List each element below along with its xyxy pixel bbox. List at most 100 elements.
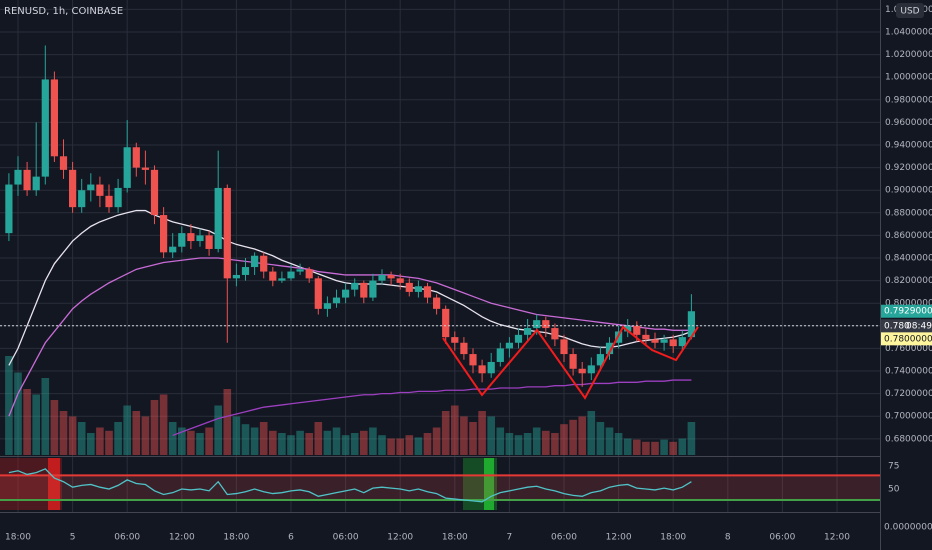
candle-body <box>141 167 149 170</box>
candle-body <box>460 342 468 355</box>
volume-bar <box>132 411 141 455</box>
volume-bar <box>14 372 22 455</box>
volume-bar <box>423 433 432 455</box>
volume-bar <box>314 422 323 455</box>
volume-bar <box>205 427 213 455</box>
volume-bar <box>451 405 459 455</box>
volume-bar <box>514 435 523 455</box>
candle-body <box>114 187 122 208</box>
volume-bar <box>250 427 259 455</box>
candle-body <box>369 280 377 298</box>
volume-bar <box>50 400 59 455</box>
volume-bar <box>487 416 495 455</box>
currency-button[interactable] <box>896 3 924 18</box>
moving-average <box>8 257 692 417</box>
candle-body <box>533 320 541 329</box>
x-tick-label: 06:00 <box>769 533 795 543</box>
x-tick-label: 18:00 <box>5 533 31 543</box>
candle-body <box>32 176 40 191</box>
volume-bar <box>623 438 632 455</box>
candle-body <box>524 328 532 335</box>
volume-bar <box>396 438 404 455</box>
candle-body <box>605 342 614 355</box>
volume-bar <box>478 411 486 455</box>
volume-bar <box>68 416 77 455</box>
x-tick-label: 06:00 <box>551 533 577 543</box>
candle-body <box>560 339 568 355</box>
candle-body <box>396 278 404 283</box>
candle-body <box>132 147 140 168</box>
candle-body <box>378 274 386 281</box>
x-tick-label: 8 <box>725 533 731 543</box>
candle-body <box>314 278 322 309</box>
candle-body <box>514 334 523 343</box>
candle-body <box>642 334 650 340</box>
volume-bar <box>214 405 222 455</box>
moving-average <box>172 379 692 437</box>
volume-bar <box>123 405 131 455</box>
candle-body <box>660 339 668 343</box>
x-tick-label: 12:00 <box>387 533 413 543</box>
volume-bar <box>96 427 104 455</box>
candle-body <box>332 297 341 304</box>
candle-body <box>651 339 659 343</box>
volume-bar <box>687 422 696 455</box>
volume-bar <box>614 433 623 455</box>
currency-button-label[interactable]: USD <box>900 7 919 17</box>
candle-body <box>596 354 604 366</box>
rsi <box>0 468 880 503</box>
volume-bar <box>296 430 304 455</box>
candle-body <box>78 190 86 208</box>
candle-body <box>633 325 641 335</box>
candle-body <box>569 354 577 369</box>
candle-body <box>69 169 77 208</box>
volume-bar <box>87 433 95 455</box>
candle-body <box>87 184 95 191</box>
candle-body <box>542 320 550 329</box>
volume-bar <box>187 430 195 455</box>
volume-bar <box>150 400 159 455</box>
candle-body <box>59 156 68 170</box>
volume-bar <box>378 435 386 455</box>
candle-body <box>551 328 559 340</box>
candle-body <box>123 147 131 188</box>
volume-bar <box>41 378 50 455</box>
candle-body <box>178 233 186 247</box>
candle-body <box>305 269 313 279</box>
line-price-box <box>881 332 932 346</box>
x-tick-label: 6 <box>288 533 294 543</box>
moving-average <box>8 209 692 366</box>
y-tick-label: 0.98000000 <box>885 95 932 105</box>
volume-bar <box>350 433 359 455</box>
volume-bar <box>469 422 477 455</box>
rsi-tick-label: 50 <box>888 485 900 495</box>
volume-bar <box>223 389 232 455</box>
rsi-overbought-highlight <box>48 458 60 510</box>
volume-bar <box>196 433 204 455</box>
countdown-timer: 08:49 <box>906 321 932 331</box>
volume-bar <box>560 424 568 455</box>
volume-bar <box>605 427 614 455</box>
candle-body <box>196 235 204 242</box>
volume-bar <box>587 411 596 455</box>
rsi-oversold-highlight <box>484 458 494 510</box>
candle-body <box>451 337 459 343</box>
candles <box>5 45 695 387</box>
candle-body <box>241 267 250 275</box>
volume-bar <box>642 441 650 455</box>
volume-bar <box>332 427 341 455</box>
